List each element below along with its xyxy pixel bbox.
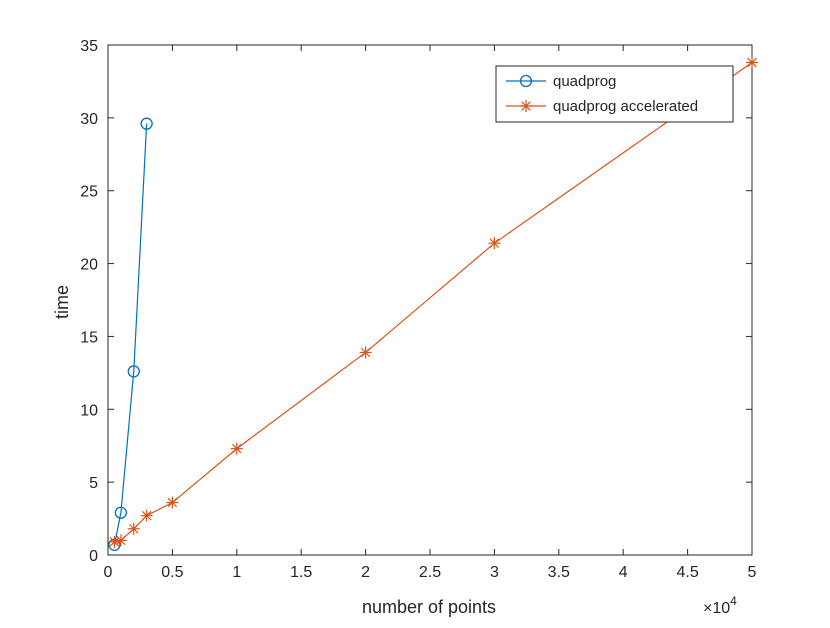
data-point [140,509,153,522]
y-tick-label: 0 [89,548,98,565]
x-axis-exponent-power: 4 [730,594,737,608]
x-axis-label: number of points [362,597,496,617]
data-point [746,56,758,69]
legend-item: quadprog accelerated [506,98,698,115]
series-layer [108,56,758,551]
legend-box [495,65,734,123]
y-tick-label: 15 [80,329,98,346]
legend-item: quadprog [506,73,616,90]
y-tick-label: 25 [80,184,98,201]
series-2 [108,56,758,548]
data-point [140,117,153,130]
legend-label: quadprog [553,73,616,90]
x-tick-label: 1 [232,564,241,581]
data-point [488,237,501,250]
x-axis-exponent-label: ×104 [703,594,737,617]
x-tick-label: 3 [490,564,499,581]
data-point [127,365,140,378]
data-point [127,522,140,535]
legend-marker [520,100,532,112]
x-tick-label: 3.5 [548,564,570,581]
x-tick-label: 2.5 [419,564,441,581]
data-point [359,346,372,359]
data-point [230,442,243,455]
y-tick-label: 30 [80,111,98,128]
x-tick-label: 4 [619,564,628,581]
x-tick-label: 1.5 [290,564,312,581]
y-axis-label: time [52,285,72,319]
x-tick-label: 0.5 [161,564,183,581]
legend-label: quadprog accelerated [553,98,698,115]
x-tick-label: 2 [361,564,370,581]
series-line [113,123,148,545]
y-tick-label: 20 [80,257,98,274]
y-tick-label: 5 [89,475,98,492]
data-point [114,534,127,547]
legend-marker [519,74,533,88]
x-tick-label: 0 [104,564,113,581]
y-tick-label: 10 [80,402,98,419]
data-point [114,506,128,519]
x-tick-label: 5 [748,564,757,581]
plot-area [108,45,752,555]
axes: 0 0.5 1 1.5 2 2.5 3 3.5 4 4.5 5 0 5 10 15 20 25 30 35 [80,38,756,581]
x-tick-label: 4.5 [676,564,698,581]
data-point [166,496,179,509]
y-tick-label: 35 [80,38,98,55]
legend: quadprog quadprog accelerated [495,65,734,123]
